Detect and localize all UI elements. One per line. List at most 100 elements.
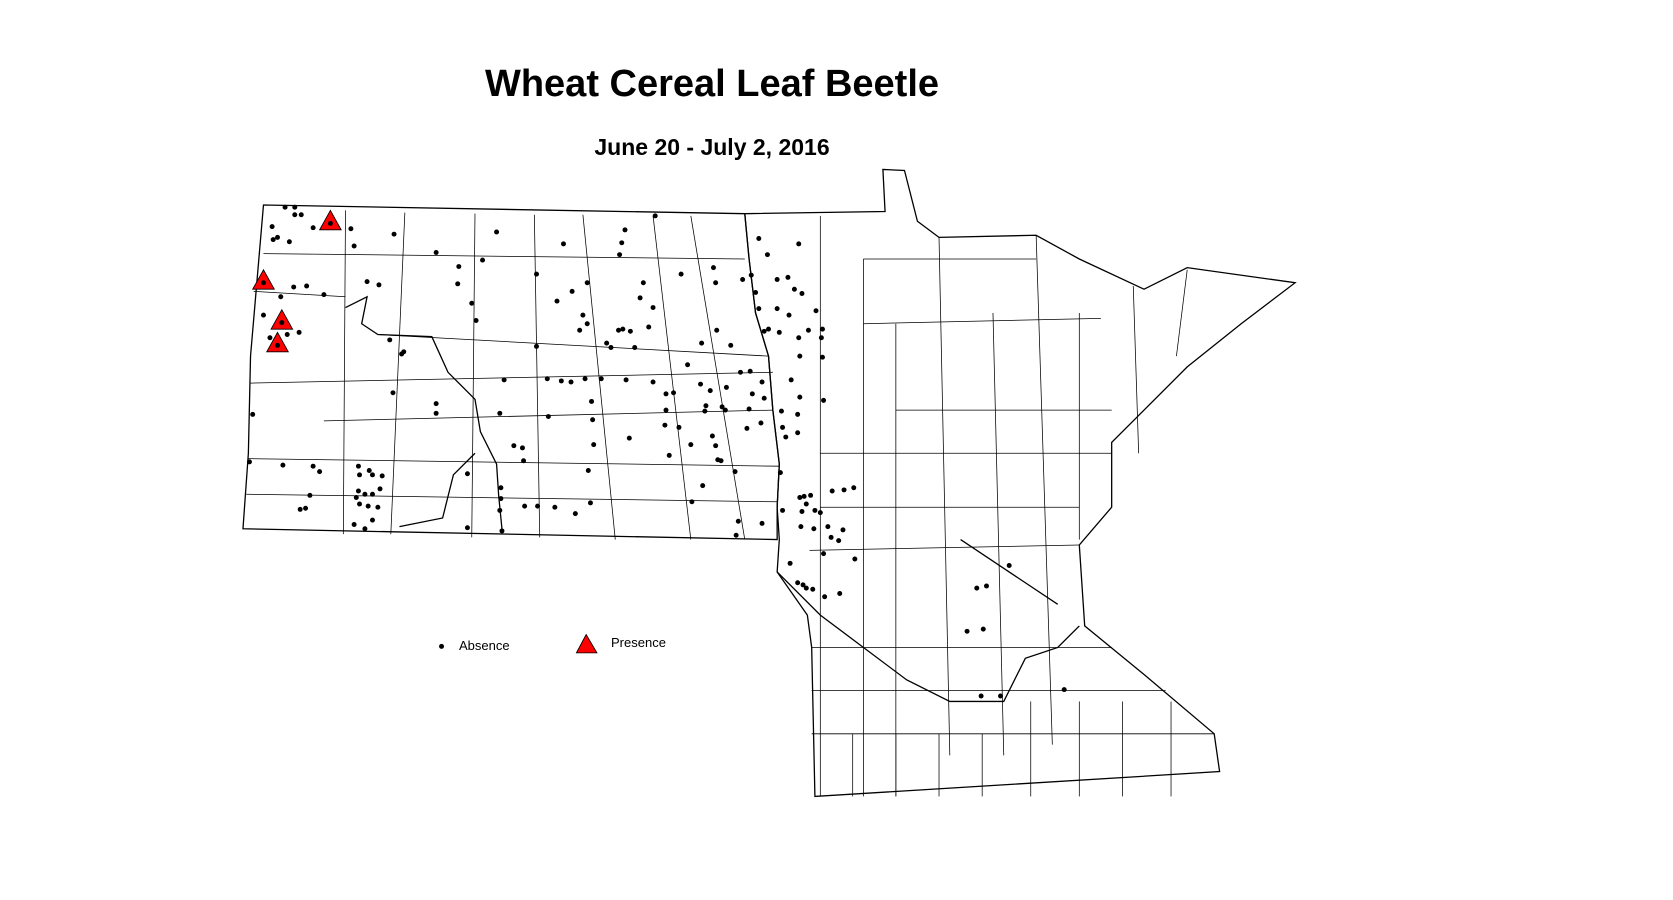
absence-point [787,560,793,566]
absence-point [746,406,752,412]
absence-point [650,379,656,385]
absence-point [522,503,528,509]
absence-point [604,340,610,346]
absence-point [852,556,858,562]
absence-point [703,403,709,409]
county-boundary [471,213,476,538]
absence-point [761,395,767,401]
missouri-river [345,295,503,529]
absence-point [401,349,407,355]
absence-point [627,328,633,334]
absence-point [250,411,256,417]
absence-point [713,443,719,449]
absence-point [761,328,767,334]
legend-presence-label: Presence [611,635,666,650]
absence-point [685,362,691,368]
absence-point [766,326,771,332]
absence-point [391,231,397,237]
county-boundary [253,290,346,298]
absence-point [464,525,470,531]
absence-point [357,472,363,478]
absence-point [836,538,842,544]
absence-point [357,501,363,507]
absence-point [498,485,504,491]
absence-point [598,376,604,382]
absence-point [269,224,275,230]
absence-point [810,586,816,592]
absence-point [369,491,375,497]
absence-point [813,308,819,314]
absence-point [552,504,558,510]
absence-point [764,252,770,258]
absence-point [497,410,503,416]
county-boundary [582,214,616,540]
absence-point [494,229,500,235]
absence-point [585,468,591,473]
absence-point [317,469,323,475]
absence-point [569,288,575,294]
absence-point [811,526,817,532]
absence-point [469,300,475,306]
absence-point [310,463,316,469]
absence-point [851,485,857,491]
absence-point [640,280,646,286]
absence-point [714,327,720,333]
absence-point [608,345,614,350]
presence-point [270,308,294,330]
absence-point [267,335,273,341]
absence-point [535,503,541,509]
absence-point [632,345,638,350]
absence-point [355,488,361,494]
absence-point [637,295,643,301]
absence-point [737,369,743,375]
absence-point [808,492,814,498]
absence-point [623,377,629,383]
county-boundary [533,214,541,538]
absence-point [534,271,539,277]
absence-point [366,468,372,473]
absence-point [545,414,551,420]
absence-point [822,594,828,600]
absence-point [584,280,590,286]
absence-point [292,204,298,210]
absence-point [662,422,668,428]
absence-point [740,277,746,282]
absence-point [280,462,286,468]
presence-point-center [260,280,266,286]
absence-point [298,212,304,218]
legend [439,633,598,654]
absence-point [799,509,805,514]
absence-point [818,335,824,341]
absence-point [795,430,801,436]
absence-point [783,434,789,440]
absence-point [1061,687,1067,693]
absence-point [284,332,290,338]
absence-point [351,521,357,527]
absence-point [713,280,719,286]
absence-point [707,388,713,394]
absence-point [699,340,705,346]
absence-point [774,277,780,282]
absence-point [676,424,682,430]
absence-point [663,391,669,397]
absence-point [689,499,695,505]
absence-point [666,452,672,458]
absence-point [797,394,803,400]
county-boundary [1035,235,1053,745]
absence-point [303,505,309,511]
absence-point [821,551,827,557]
absence-point [698,381,704,387]
county-boundary [938,237,951,756]
absence-point [622,227,628,233]
county-boundary [1176,269,1188,357]
absence-point [840,527,846,533]
absence-point [307,492,313,498]
absence-point [351,243,357,249]
presence-point [265,331,290,353]
absence-point [709,433,715,439]
absence-point [497,507,503,513]
absence-point [650,305,656,311]
absence-point [376,282,382,288]
absence-point [753,289,759,295]
absence-point [433,401,439,407]
